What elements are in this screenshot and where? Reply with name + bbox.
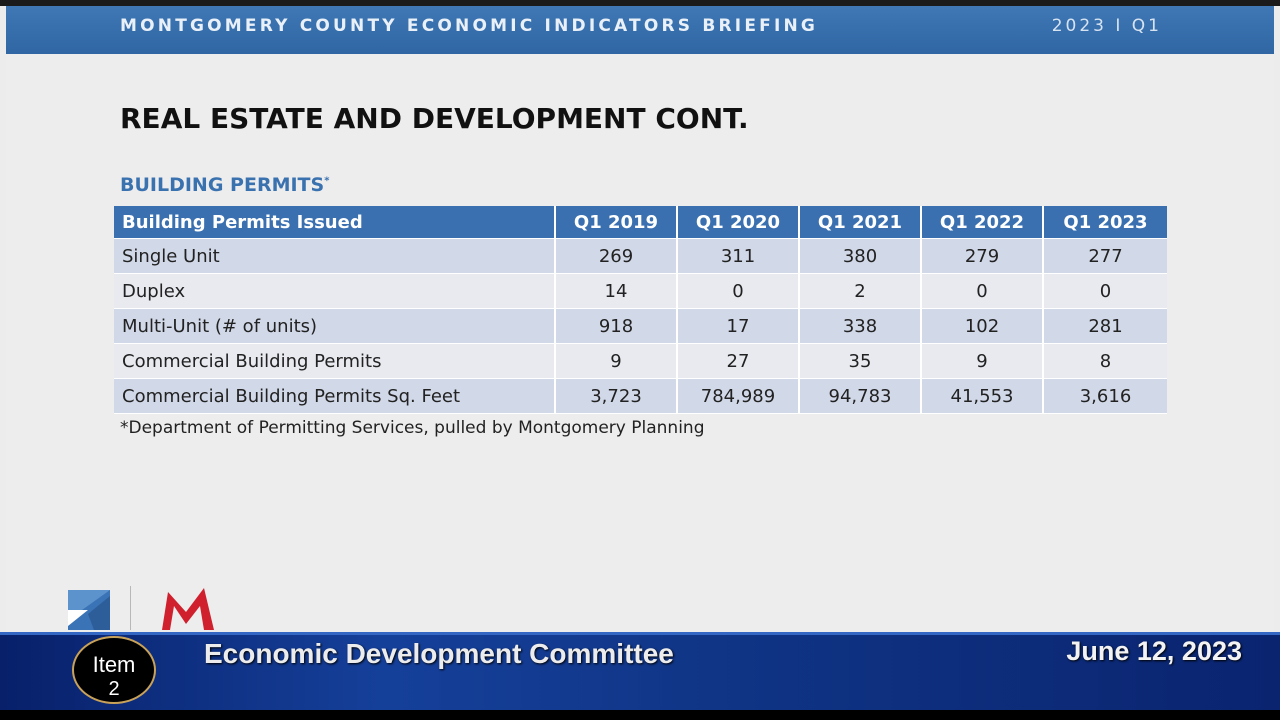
item-number: 2 — [108, 678, 120, 700]
slide-content: REAL ESTATE AND DEVELOPMENT CONT. BUILDI… — [6, 54, 1274, 632]
committee-title: Economic Development Committee — [204, 638, 674, 669]
table-cell: 0 — [1043, 273, 1167, 309]
building-permits-table: Building Permits Issued Q1 2019 Q1 2020 … — [114, 206, 1167, 414]
table-cell: 8 — [1043, 343, 1167, 379]
table-cell: 2 — [799, 273, 922, 309]
column-header-q1-2023: Q1 2023 — [1043, 206, 1167, 239]
row-label: Single Unit — [114, 238, 556, 274]
table-row-multi-unit: Multi-Unit (# of units) 918 17 338 102 2… — [114, 308, 1167, 344]
bottom-strip — [0, 710, 1280, 720]
broadcast-banner: Item 2 Economic Development Committee Ju… — [0, 632, 1280, 710]
table-cell: 0 — [677, 273, 800, 309]
table-cell: 311 — [677, 238, 800, 274]
table-cell: 279 — [921, 238, 1044, 274]
table-cell: 269 — [555, 238, 678, 274]
item-label: Item — [92, 652, 136, 677]
column-header-q1-2021: Q1 2021 — [799, 206, 922, 239]
table-cell: 338 — [799, 308, 922, 344]
table-cell: 41,553 — [921, 378, 1044, 414]
column-header-q1-2022: Q1 2022 — [921, 206, 1044, 239]
table-cell: 17 — [677, 308, 800, 344]
table-row-single-unit: Single Unit 269 311 380 279 277 — [114, 238, 1167, 274]
table-cell: 9 — [921, 343, 1044, 379]
logo-divider — [130, 586, 131, 630]
row-label: Duplex — [114, 273, 556, 309]
table-header-row: Building Permits Issued Q1 2019 Q1 2020 … — [114, 206, 1167, 239]
table-cell: 281 — [1043, 308, 1167, 344]
section-title-text: BUILDING PERMITS — [120, 174, 325, 196]
footnote-marker: * — [324, 175, 330, 187]
page-title: REAL ESTATE AND DEVELOPMENT CONT. — [120, 102, 749, 135]
logo-area — [58, 586, 218, 632]
table-cell: 9 — [555, 343, 678, 379]
top-frame-edge — [0, 0, 1280, 6]
table-cell: 27 — [677, 343, 800, 379]
table-row-commercial-sq-feet: Commercial Building Permits Sq. Feet 3,7… — [114, 378, 1167, 414]
column-header-q1-2019: Q1 2019 — [555, 206, 678, 239]
footnote: *Department of Permitting Services, pull… — [120, 418, 705, 438]
column-header-label: Building Permits Issued — [114, 206, 556, 239]
planning-logo-icon — [162, 588, 214, 630]
section-title: BUILDING PERMITS* — [120, 174, 329, 196]
row-label: Commercial Building Permits Sq. Feet — [114, 378, 556, 414]
slide-header-bar: MONTGOMERY COUNTY ECONOMIC INDICATORS BR… — [6, 6, 1274, 54]
county-logo-icon — [68, 590, 110, 630]
meeting-date: June 12, 2023 — [1066, 636, 1242, 666]
item-badge: Item 2 — [72, 636, 156, 704]
table-cell: 918 — [555, 308, 678, 344]
table-cell: 380 — [799, 238, 922, 274]
row-label: Commercial Building Permits — [114, 343, 556, 379]
header-title: MONTGOMERY COUNTY ECONOMIC INDICATORS BR… — [120, 16, 819, 36]
table-cell: 3,723 — [555, 378, 678, 414]
column-header-q1-2020: Q1 2020 — [677, 206, 800, 239]
table-cell: 102 — [921, 308, 1044, 344]
table-cell: 14 — [555, 273, 678, 309]
table-row-commercial-permits: Commercial Building Permits 9 27 35 9 8 — [114, 343, 1167, 379]
table-cell: 0 — [921, 273, 1044, 309]
table-cell: 784,989 — [677, 378, 800, 414]
table-cell: 3,616 — [1043, 378, 1167, 414]
table-cell: 35 — [799, 343, 922, 379]
table-cell: 94,783 — [799, 378, 922, 414]
table-cell: 277 — [1043, 238, 1167, 274]
table-row-duplex: Duplex 14 0 2 0 0 — [114, 273, 1167, 309]
row-label: Multi-Unit (# of units) — [114, 308, 556, 344]
header-period: 2023 I Q1 — [1051, 16, 1162, 36]
